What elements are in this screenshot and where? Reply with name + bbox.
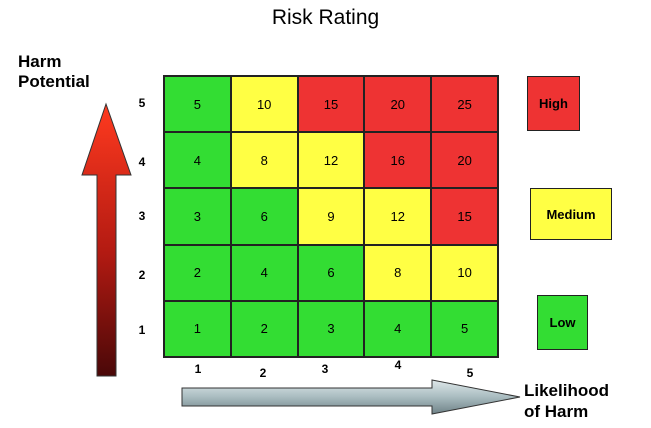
risk-cell: 10 [230,76,298,133]
risk-cell: 16 [364,132,432,189]
y-tick-label: 2 [138,268,146,282]
risk-cell: 20 [431,132,498,189]
risk-cell: 8 [230,132,298,189]
chart-title: Risk Rating [271,6,380,29]
risk-cell: 6 [230,188,298,245]
risk-cell: 15 [431,188,498,245]
risk-cell: 1 [164,300,231,357]
x-axis-title: Likelihood of Harm [524,380,609,422]
x-axis-title-line1: Likelihood [524,381,609,400]
risk-cell: 10 [431,244,498,301]
risk-cell: 5 [431,300,498,357]
y-axis-title: Harm Potential [18,52,90,92]
risk-cell: 3 [164,188,231,245]
legend-high: High [527,76,580,131]
risk-cell: 5 [164,76,231,133]
y-axis-title-line2: Potential [18,72,90,91]
x-tick-label: 4 [394,358,402,372]
risk-cell: 2 [164,244,231,301]
x-tick-label: 1 [194,362,202,376]
legend-medium: Medium [530,188,612,240]
x-tick-label: 2 [259,366,267,380]
legend-low: Low [537,295,588,350]
x-tick-label: 3 [321,362,329,376]
risk-cell: 9 [297,188,365,245]
y-tick-label: 3 [138,209,146,223]
risk-cell: 20 [364,76,432,133]
risk-cell: 2 [230,300,298,357]
y-tick-label: 1 [138,323,146,337]
risk-cell: 4 [364,300,432,357]
risk-cell: 4 [164,132,231,189]
risk-cell: 4 [230,244,298,301]
y-tick-label: 5 [138,96,146,110]
risk-cell: 25 [431,76,498,133]
risk-matrix: 5 10 15 20 25 4 8 12 16 20 3 6 9 12 15 2 4 6 8 10 1 2 3 4 5 [163,75,499,358]
x-axis-title-line2: of Harm [524,402,589,421]
y-tick-label: 4 [138,155,146,169]
risk-cell: 6 [297,244,365,301]
risk-cell: 12 [364,188,432,245]
x-tick-label: 5 [466,366,474,380]
risk-cell: 3 [297,300,365,357]
likelihood-arrow-icon [181,379,521,415]
risk-cell: 12 [297,132,365,189]
risk-cell: 15 [297,76,365,133]
risk-cell: 8 [364,244,432,301]
y-axis-title-line1: Harm [18,52,62,71]
